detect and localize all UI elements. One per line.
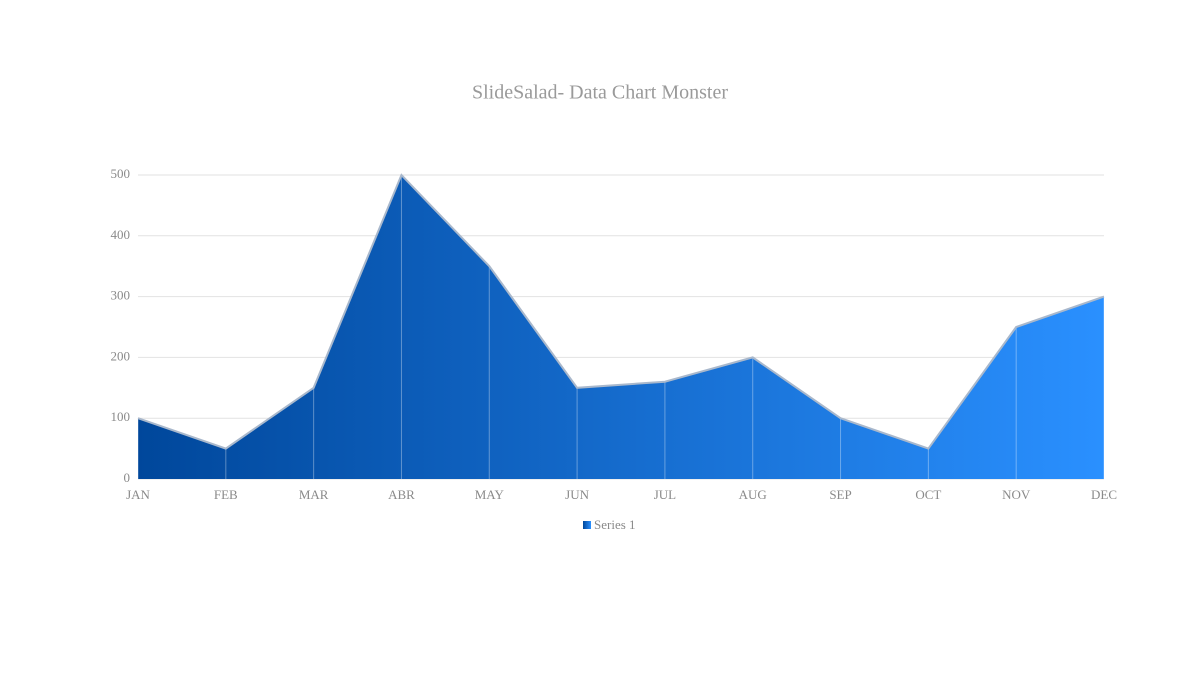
area: [138, 175, 1104, 479]
x-tick-label: ABR: [388, 487, 415, 502]
x-tick-label: SEP: [829, 487, 851, 502]
x-tick-label: NOV: [1002, 487, 1031, 502]
y-tick-label: 500: [111, 166, 131, 181]
x-tick-label: OCT: [915, 487, 941, 502]
x-tick-label: DEC: [1091, 487, 1117, 502]
x-tick-label: MAY: [475, 487, 505, 502]
chart-title: SlideSalad- Data Chart Monster: [472, 82, 728, 104]
legend-label: Series 1: [594, 517, 636, 532]
x-tick-label: JUL: [654, 487, 676, 502]
area-outline: [137, 173, 1105, 450]
x-tick-label: AUG: [739, 487, 767, 502]
y-tick-label: 400: [111, 227, 131, 242]
y-tick-label: 100: [111, 409, 131, 424]
legend-swatch: [583, 521, 591, 529]
x-tick-label: FEB: [214, 487, 238, 502]
y-tick-label: 0: [124, 470, 131, 485]
x-tick-label: JUN: [565, 487, 589, 502]
x-tick-label: MAR: [299, 487, 329, 502]
x-tick-label: JAN: [126, 487, 150, 502]
y-tick-label: 200: [111, 348, 131, 363]
y-tick-label: 300: [111, 288, 131, 303]
